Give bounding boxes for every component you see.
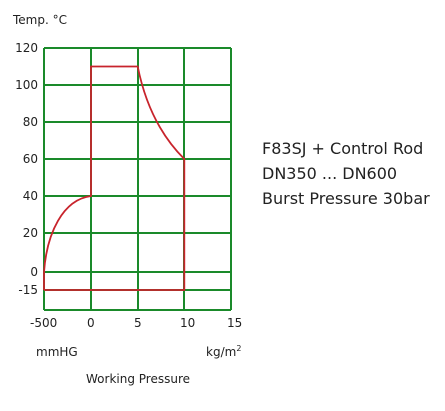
x-tick-label: 5 — [134, 316, 142, 330]
y-axis-title: Temp. °C — [12, 13, 67, 27]
y-tick-label: -15 — [18, 283, 38, 297]
y-tick-labels: 120 100 80 60 40 20 0 -15 — [15, 41, 38, 297]
y-tick-label: 100 — [15, 78, 38, 92]
x-tick-label: 15 — [227, 316, 242, 330]
x-tick-label: -500 — [30, 316, 57, 330]
x-unit-left: mmHG — [36, 345, 78, 359]
x-axis-title: Working Pressure — [86, 372, 190, 386]
caption-line-model: F83SJ + Control Rod — [262, 139, 424, 158]
x-tick-labels: -500 0 5 10 15 — [30, 316, 242, 330]
x-tick-label: 10 — [180, 316, 195, 330]
series-line — [43, 65, 186, 291]
caption-line-pressure: Burst Pressure 30bar — [262, 189, 430, 208]
x-unit-right: kg/m2 — [206, 344, 241, 359]
caption-line-size: DN350 ... DN600 — [262, 164, 398, 183]
y-tick-label: 40 — [23, 189, 38, 203]
x-unit-right-sup: 2 — [236, 344, 241, 353]
y-tick-label: 80 — [23, 115, 38, 129]
y-tick-label: 60 — [23, 152, 38, 166]
y-tick-label: 0 — [30, 265, 38, 279]
grid — [43, 47, 232, 311]
chart-caption: F83SJ + Control Rod DN350 ... DN600 Burs… — [262, 136, 430, 211]
y-tick-label: 120 — [15, 41, 38, 55]
series-layer — [43, 65, 186, 291]
x-tick-label: 0 — [87, 316, 95, 330]
y-tick-label: 20 — [23, 226, 38, 240]
